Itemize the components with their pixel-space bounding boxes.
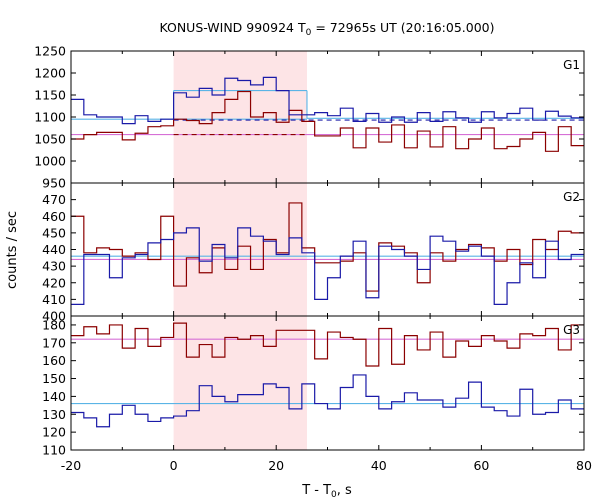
y-tick-label: 1100 (34, 110, 66, 125)
y-tick-label: 410 (42, 292, 66, 307)
y-tick-label: 150 (42, 371, 66, 386)
y-tick-label: 140 (42, 389, 66, 404)
y-axis-label: counts / sec (5, 211, 20, 289)
x-axis-label-rest: , s (337, 483, 352, 498)
x-tick-label: -20 (61, 458, 81, 473)
y-tick-label: 1250 (34, 44, 66, 59)
y-tick-label: 430 (42, 259, 66, 274)
x-tick-label: 40 (371, 458, 387, 473)
y-tick-label: 470 (42, 192, 66, 207)
y-tick-label: 460 (42, 209, 66, 224)
x-axis-label-sub: 0 (331, 490, 337, 500)
y-tick-label: 400 (42, 309, 66, 324)
panel-label: G2 (563, 190, 580, 204)
panel-label: G1 (563, 58, 580, 72)
x-axis-label: T - T0, s (301, 483, 352, 500)
x-tick-label: 20 (268, 458, 284, 473)
y-tick-label: 450 (42, 225, 66, 240)
y-tick-label: 120 (42, 425, 66, 440)
y-tick-label: 110 (42, 443, 66, 458)
series-red-g1 (71, 90, 584, 152)
y-tick-label: 1000 (34, 154, 66, 169)
y-tick-label: 950 (42, 176, 66, 191)
panel-label: G3 (563, 323, 580, 337)
x-tick-label: 80 (576, 458, 592, 473)
x-tick-label: 0 (170, 458, 178, 473)
series-blue-g2 (71, 227, 584, 305)
chart-title-sub: 0 (306, 28, 312, 38)
y-tick-label: 1200 (34, 66, 66, 81)
y-tick-label: 160 (42, 353, 66, 368)
y-tick-label: 130 (42, 407, 66, 422)
series-red-g3 (71, 322, 584, 367)
series-blue-g3 (71, 374, 584, 428)
panel-g3: 110 120 130 140 150 160 170 180 G3 (42, 315, 585, 458)
series-blue-g1 (71, 76, 584, 125)
y-tick-label: 440 (42, 242, 66, 257)
x-tick-label: 60 (473, 458, 489, 473)
chart-title: KONUS-WIND 990924 T0 = 72965s UT (20:16:… (159, 20, 494, 38)
y-tick-label: 420 (42, 275, 66, 290)
plot-area: 950100010501100115012001250G140041042043… (34, 44, 592, 474)
chart-title-rest: = 72965s UT (20:16:05.000) (311, 20, 494, 35)
y-tick-label: 1050 (34, 132, 66, 147)
y-tick-label: 180 (42, 317, 66, 332)
y-tick-label: 170 (42, 335, 66, 350)
shaded-interval (173, 51, 307, 450)
chart-title-main: KONUS-WIND 990924 T (159, 20, 305, 35)
x-axis-label-main: T - T (301, 483, 331, 498)
panel-g1: 950 1000 1050 1100 1150 1200 1250 G1 (34, 44, 585, 191)
y-tick-label: 1150 (34, 88, 66, 103)
